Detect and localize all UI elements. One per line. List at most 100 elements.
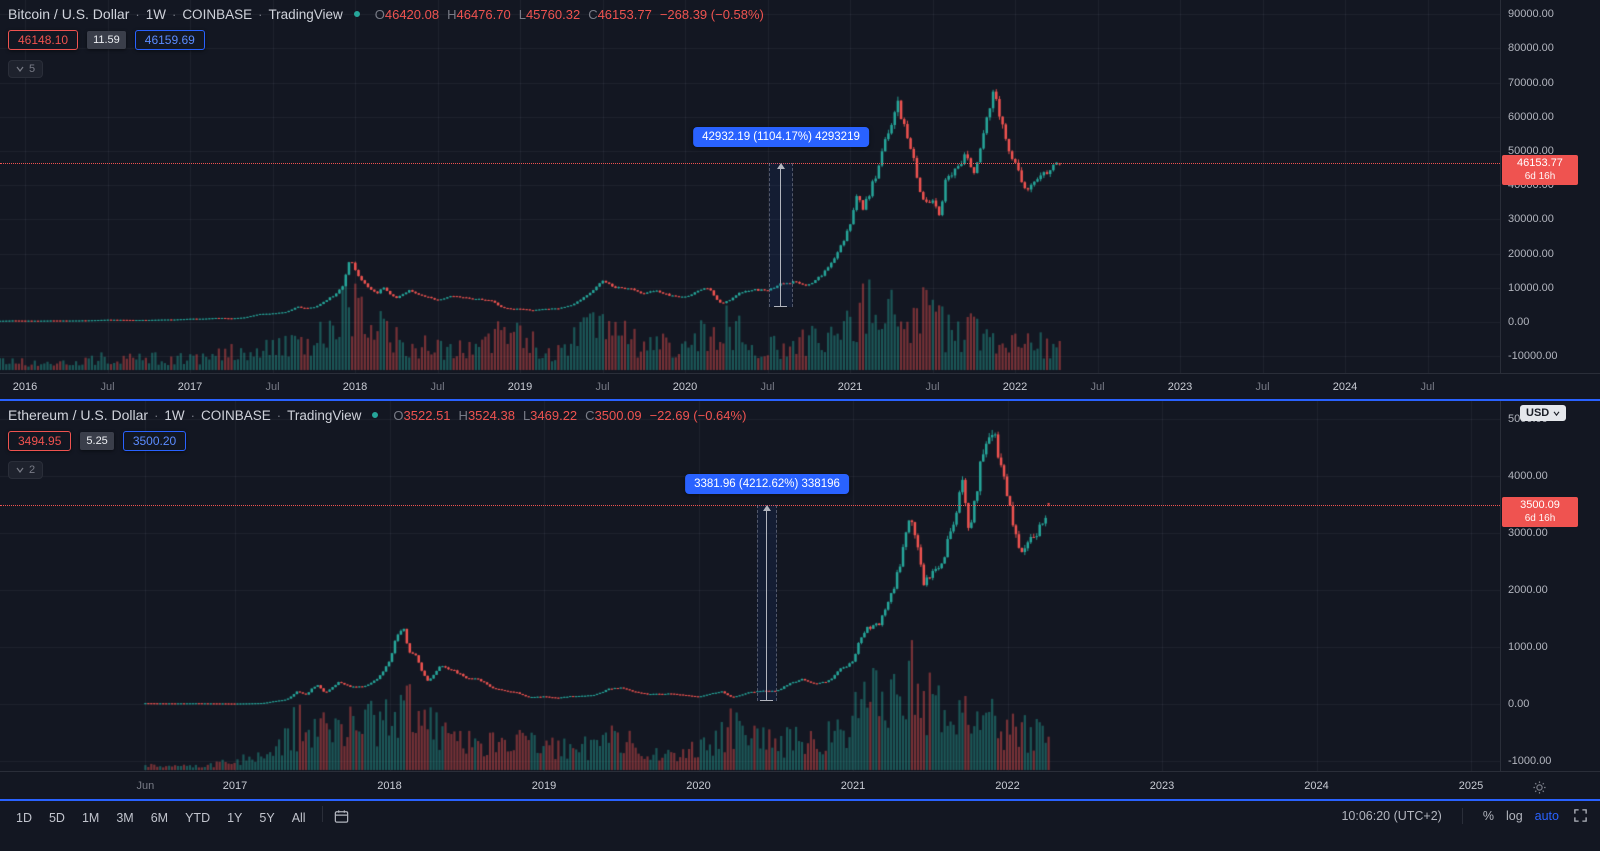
eth-provider[interactable]: TradingView <box>287 407 362 423</box>
btc-ohlc-o: O46420.08 <box>374 6 440 22</box>
btc-exchange[interactable]: COINBASE <box>182 6 253 22</box>
btc-pane[interactable]: 42932.19 (1104.17%) 4293219 Bitcoin / U.… <box>0 0 1600 373</box>
btc-price-tick: 70000.00 <box>1508 76 1554 89</box>
btc-time-tick: Jul <box>1090 380 1105 393</box>
eth-price-badge-value: 3500.09 <box>1520 499 1560 511</box>
btc-time-tick: 2022 <box>1002 380 1028 393</box>
btc-provider[interactable]: TradingView <box>268 6 343 22</box>
btc-collapse-chip[interactable]: 5 <box>8 60 44 78</box>
range-button-1y[interactable]: 1Y <box>227 811 243 825</box>
btc-price-tick: 20000.00 <box>1508 247 1554 260</box>
btc-price-tick: 30000.00 <box>1508 213 1554 226</box>
go-to-date-button[interactable] <box>331 806 352 827</box>
eth-price-tick: 4000.00 <box>1508 470 1548 482</box>
btc-measure-band[interactable] <box>769 163 793 307</box>
eth-ohlc-h: H3524.38 <box>458 407 515 423</box>
pane-separator-1[interactable] <box>0 399 1600 401</box>
currency-selector[interactable]: USD <box>1520 405 1567 421</box>
range-button-6m[interactable]: 6M <box>150 811 169 825</box>
btc-measure-label[interactable]: 42932.19 (1104.17%) 4293219 <box>693 127 869 147</box>
eth-legend-row1: Ethereum / U.S. Dollar · 1W · COINBASE ·… <box>8 407 746 423</box>
btc-time-tick: Jul <box>925 380 940 393</box>
btc-price-axis[interactable]: 46153.77 6d 16h 90000.00 80000.00 70000.00… <box>1500 0 1600 373</box>
range-button-3m[interactable]: 3M <box>116 811 134 825</box>
range-button-5y[interactable]: 5Y <box>259 811 275 825</box>
eth-ohlc-o: O3522.51 <box>393 407 451 423</box>
btc-measure-foot <box>774 306 787 307</box>
btc-change: −268.39 (−0.58%) <box>659 6 764 22</box>
separator-dot: · <box>190 407 195 423</box>
eth-price-tick: 2000.00 <box>1508 584 1548 596</box>
eth-measure-line <box>766 511 767 701</box>
eth-ohlc-l: L3469.22 <box>522 407 578 423</box>
range-button-5d[interactable]: 5D <box>48 811 65 825</box>
btc-time-tick: 2017 <box>177 380 203 393</box>
eth-chart-canvas[interactable] <box>0 401 1500 771</box>
eth-measure-band[interactable] <box>757 505 777 701</box>
eth-last-price-line <box>0 505 1500 506</box>
eth-time-tick: 2022 <box>995 779 1020 792</box>
toolbar-ranges: 1D 5D 1M 3M 6M YTD 1Y 5Y All <box>8 806 314 830</box>
eth-time-axis[interactable]: Jun 2017 2018 2019 2020 2021 2022 2023 2024 2025 <box>0 771 1600 799</box>
eth-bid-badge[interactable]: 3494.95 <box>8 431 72 451</box>
eth-candle-countdown: 6d 16h <box>1524 513 1556 524</box>
chevron-down-icon <box>16 66 24 72</box>
eth-pane[interactable]: 3381.96 (4212.62%) 338196 Ethereum / U.S… <box>0 401 1600 771</box>
fullscreen-icon <box>1574 809 1587 822</box>
btc-price-tick: 60000.00 <box>1508 110 1554 123</box>
eth-time-tick: 2017 <box>222 779 248 792</box>
eth-price-tick: -1000.00 <box>1508 755 1552 767</box>
eth-measure-label[interactable]: 3381.96 (4212.62%) 338196 <box>685 474 849 494</box>
toolbar-right: 10:06:20 (UTC+2) % log auto <box>1341 806 1590 825</box>
pane-separator-2[interactable] <box>0 799 1600 801</box>
range-button-all[interactable]: All <box>291 811 306 825</box>
eth-price-tick: 1000.00 <box>1508 641 1548 653</box>
btc-time-axis[interactable]: 2016 Jul 2017 Jul 2018 Jul 2019 Jul 2020 Jul 2021 J… <box>0 373 1600 399</box>
btc-spread-badge: 11.59 <box>87 31 126 49</box>
btc-price-tick: 10000.00 <box>1508 281 1554 294</box>
btc-bid-badge[interactable]: 46148.10 <box>8 30 79 50</box>
btc-interval[interactable]: 1W <box>145 6 166 22</box>
settings-gear-icon[interactable] <box>1530 778 1549 797</box>
market-status-icon <box>372 412 379 418</box>
btc-price-badge-value: 46153.77 <box>1517 157 1563 169</box>
btc-collapse-count: 5 <box>29 63 36 75</box>
eth-time-tick: 2025 <box>1458 779 1484 792</box>
btc-ohlc-l: L45760.32 <box>518 6 581 22</box>
btc-time-tick: 2023 <box>1167 380 1193 393</box>
separator-dot: · <box>258 6 263 22</box>
btc-price-badge: 46153.77 6d 16h <box>1502 155 1578 185</box>
btc-price-tick: 80000.00 <box>1508 42 1554 55</box>
calendar-icon <box>334 810 348 823</box>
eth-symbol-title[interactable]: Ethereum / U.S. Dollar <box>8 407 149 423</box>
btc-symbol-title[interactable]: Bitcoin / U.S. Dollar <box>8 6 130 22</box>
eth-time-tick: 2024 <box>1304 779 1329 792</box>
eth-ask-badge[interactable]: 3500.20 <box>122 431 187 451</box>
btc-time-tick: Jul <box>760 380 775 393</box>
btc-legend: Bitcoin / U.S. Dollar · 1W · COINBASE · … <box>8 6 764 78</box>
btc-price-tick: -10000.00 <box>1508 350 1558 363</box>
btc-time-tick: Jul <box>430 380 445 393</box>
range-button-1d[interactable]: 1D <box>16 811 32 825</box>
eth-quote-row: 3494.95 5.25 3500.20 <box>8 431 746 451</box>
eth-price-badge: 3500.09 6d 16h <box>1502 497 1578 527</box>
eth-interval[interactable]: 1W <box>164 407 185 423</box>
btc-ask-badge[interactable]: 46159.69 <box>134 30 205 50</box>
auto-scale-button[interactable]: auto <box>1534 808 1559 823</box>
range-button-ytd[interactable]: YTD <box>185 811 211 825</box>
eth-price-axis[interactable]: USD 3500.09 6d 16h 5000.004000.003000.00… <box>1500 401 1600 771</box>
eth-collapse-chip[interactable]: 2 <box>8 461 44 479</box>
clock-display[interactable]: 10:06:20 (UTC+2) <box>1341 808 1442 823</box>
eth-time-tick: Jun <box>136 779 155 792</box>
eth-price-tick: 3000.00 <box>1508 527 1548 539</box>
eth-time-tick: 2019 <box>531 779 557 792</box>
fullscreen-button[interactable] <box>1571 806 1590 825</box>
eth-exchange[interactable]: COINBASE <box>201 407 271 423</box>
btc-chart-canvas[interactable] <box>0 0 1500 373</box>
log-scale-button[interactable]: log <box>1505 808 1523 823</box>
range-button-1m[interactable]: 1M <box>81 811 100 825</box>
separator-dot: · <box>135 6 140 22</box>
percent-scale-button[interactable]: % <box>1482 808 1494 823</box>
eth-measure-foot <box>760 700 773 701</box>
separator-dot: · <box>154 407 159 423</box>
